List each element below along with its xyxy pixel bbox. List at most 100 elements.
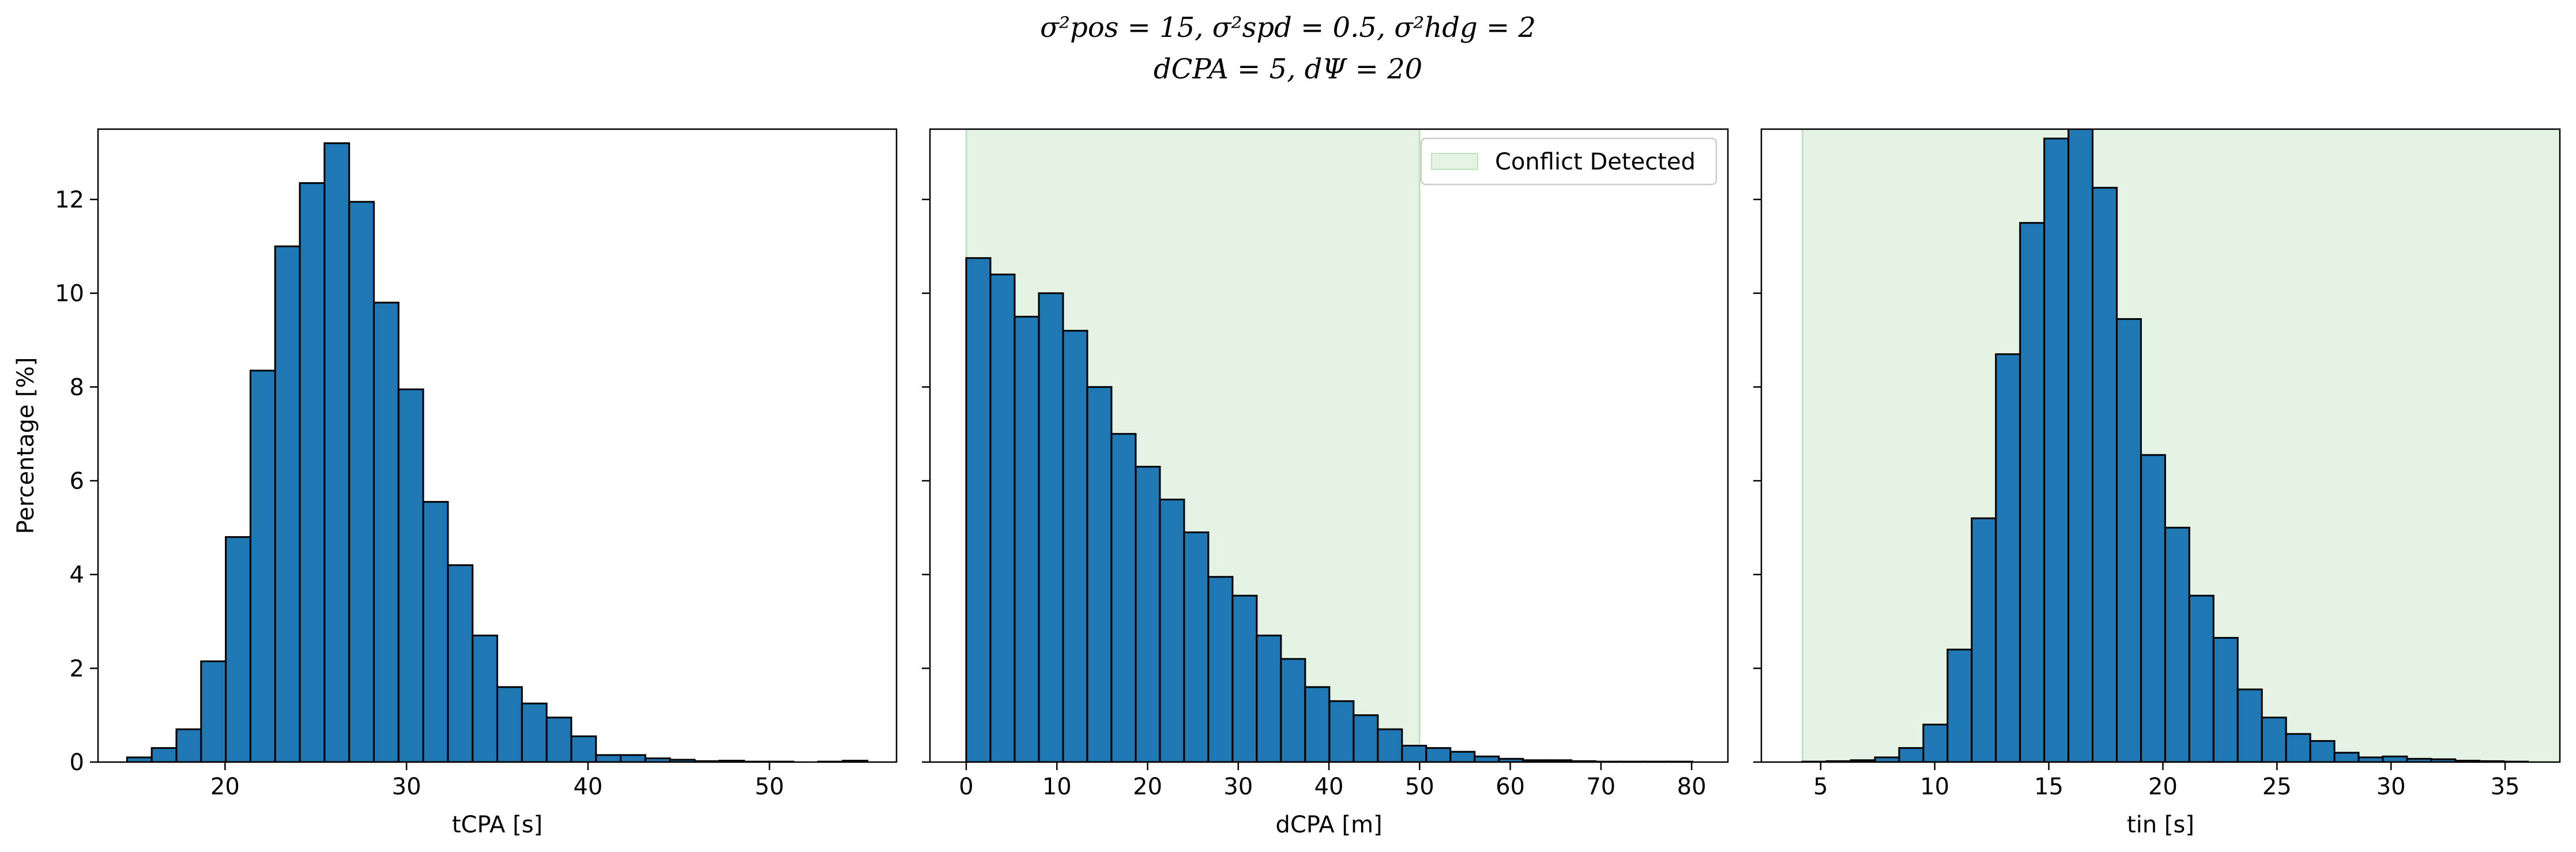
panel-3-x-tick-label: 15 [2034,774,2063,800]
panel-3-x-tick-label: 10 [1920,774,1949,800]
panel-1-x-tick-label: 30 [392,774,421,800]
panel-2-bar [1425,747,1452,762]
panel-1-y-tick-label: 0 [70,749,84,776]
panel-3-x-axis-label: tin [s] [2127,812,2194,838]
panel-2-x-tick-label: 60 [1496,774,1525,800]
panel-1-y-tick-label: 8 [70,374,84,401]
panel-3-x-tick-label: 30 [2377,774,2406,800]
panel-1-axes-frame [97,128,898,763]
panel-2-legend-swatch [1431,153,1478,170]
panel-2-legend-label: Conflict Detected [1495,149,1696,175]
figure-title-line2: dCPA = 5, dΨ = 20 [1153,53,1423,85]
panel-2-x-tick-label: 40 [1315,774,1344,800]
panel-2-bar [1110,433,1137,762]
panel-1-bar [472,634,499,762]
panel-3-bar [2164,526,2190,762]
panel-1-y-tick-label: 2 [70,655,84,682]
panel-3-x-tick-label: 25 [2262,774,2292,800]
panel-1-bar [150,747,178,762]
panel-3-bar [2382,755,2408,762]
panel-2-bar [1207,576,1234,762]
panel-3-x-tick-label: 5 [1813,774,1828,800]
panel-2-bar [1038,292,1064,762]
panel-1-bar [175,728,202,762]
panel-3-x-tick-label: 35 [2491,774,2520,800]
panel-1-bar [323,142,351,762]
panel-1-x-tick-label: 40 [573,774,602,800]
panel-3-bar [1995,353,2021,762]
panel-2-bar [1231,594,1258,762]
panel-3-bar [2236,688,2263,762]
panel-3-bar [2261,717,2287,762]
panel-3-bar [2333,752,2360,762]
panel-2-x-tick-label: 30 [1223,774,1253,800]
panel-2-bar [1377,728,1403,762]
panel-1-y-tick-label: 10 [55,281,84,307]
panel-3-bar [1946,649,1973,762]
panel-1-bar [496,686,523,762]
panel-2-bar [1135,466,1161,762]
panel-2-bar [989,273,1016,762]
panel-3-axes-frame [1760,128,2561,763]
panel-3-bar [2285,733,2311,762]
panel-1-y-tick-label: 12 [55,187,84,213]
panel-3-bar [2067,129,2094,762]
panel-3-bar [2092,187,2118,762]
panel-1-bar [249,370,276,762]
panel-1-bar [200,660,227,762]
panel-3-bar [1898,747,1925,762]
panel-1-x-axis-label: tCPA [s] [452,812,543,838]
panel-1-bar [521,702,548,762]
panel-1-bar [348,201,375,762]
panel-3-bar [1922,723,1949,762]
panel-2-bar [1159,499,1185,762]
panel-3-bar [2043,137,2070,762]
panel-1-x-tick-label: 20 [210,774,240,800]
panel-2-bar [1449,751,1476,762]
panel-1-bar [545,717,573,762]
panel-3-bar [2019,222,2046,762]
panel-2-bar [1353,714,1379,762]
panel-1-bar [570,735,597,762]
panel-3-bar [2188,594,2215,762]
panel-2-x-tick-label: 20 [1133,774,1162,800]
panel-1-y-axis-label: Percentage [%] [13,357,39,534]
panel-1-bar [447,564,474,762]
panel-2-bar [1474,755,1500,762]
panel-2-bar [965,257,992,762]
panel-2-bar [1304,686,1331,762]
panel-2-bar [1014,315,1040,762]
panel-2-bar [1328,700,1355,762]
panel-1-bar [372,301,400,762]
panel-3-bar [1971,517,1997,762]
panel-1-y-tick-label: 6 [70,468,84,495]
panel-3-bar [2116,318,2142,762]
panel-2-bar [1086,386,1113,762]
panel-2-bar [1256,634,1282,762]
panel-1-bar [299,182,326,762]
panel-2-x-axis-label: dCPA [m] [1275,812,1382,838]
figure-title-line1: σ²pos = 15, σ²spd = 0.5, σ²hdg = 2 [1040,12,1536,44]
panel-1-bar [274,245,301,762]
panel-2-bar [1183,531,1210,762]
panel-1-x-tick-label: 50 [755,774,784,800]
panel-2-x-tick-label: 10 [1042,774,1072,800]
panel-2-x-tick-label: 50 [1405,774,1434,800]
panel-2-bar [1280,658,1306,762]
panel-2-x-tick-label: 0 [959,774,973,800]
panel-3-bar [2309,740,2336,762]
panel-1-bar [422,501,449,762]
panel-1-bar [397,388,424,762]
panel-3-bar [2212,636,2239,762]
panel-2-x-tick-label: 70 [1586,774,1615,800]
panel-2-bar [1062,330,1089,762]
panel-1-y-tick-label: 4 [70,562,84,589]
panel-2-bar [1401,745,1428,762]
panel-1-bar [225,536,251,762]
panel-2-x-tick-label: 80 [1677,774,1707,800]
panel-3-x-tick-label: 20 [2148,774,2178,800]
panel-1-bar [595,754,622,762]
panel-2-legend-box [1420,137,1718,186]
